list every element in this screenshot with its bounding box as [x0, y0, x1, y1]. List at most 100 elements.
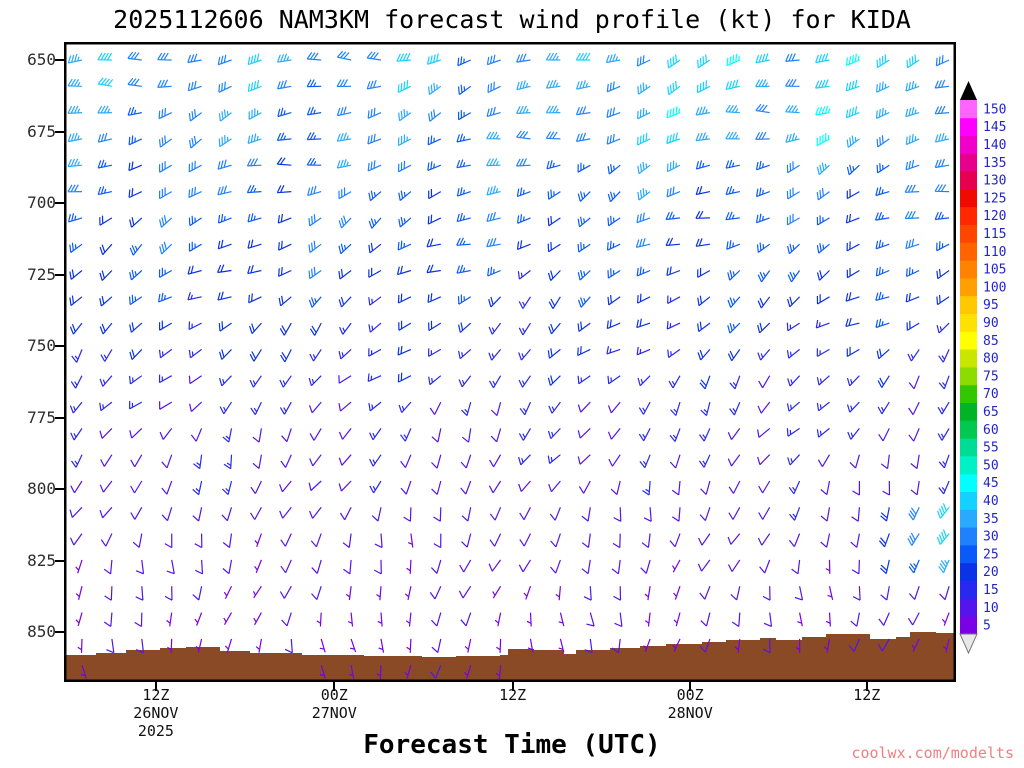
wind-barb [75, 559, 83, 574]
wind-barb [336, 106, 352, 117]
wind-barb [157, 52, 172, 61]
wind-barb [846, 241, 860, 252]
x-tick-year: 2025 [137, 722, 174, 740]
watermark-link[interactable]: coolwx.com/modelts [851, 744, 1014, 762]
wind-barb [460, 612, 472, 627]
colorbar-segment [960, 580, 977, 599]
wind-barb [882, 480, 891, 496]
wind-barb [729, 375, 741, 390]
wind-barb [279, 375, 292, 388]
wind-barb [194, 612, 203, 626]
wind-barb [279, 401, 292, 415]
wind-barb [486, 237, 501, 248]
wind-barb [584, 638, 593, 654]
x-tick-mark [865, 682, 868, 691]
wind-barb [545, 131, 561, 140]
colorbar-segment [960, 278, 977, 297]
wind-barb-field [64, 42, 956, 682]
wind-barb [367, 133, 382, 145]
colorbar-segment [960, 153, 977, 172]
wind-barb [338, 269, 352, 280]
wind-barb [517, 270, 531, 280]
colorbar-label: 15 [983, 583, 999, 598]
wind-barb [519, 507, 532, 521]
wind-barb [336, 79, 352, 88]
wind-barb [666, 160, 681, 173]
colorbar-segment [960, 473, 977, 492]
wind-barb [846, 188, 860, 200]
wind-barb [785, 104, 800, 114]
wind-barb [99, 375, 113, 387]
wind-barb [941, 612, 950, 626]
y-tick-mark [55, 559, 64, 562]
wind-barb [338, 375, 352, 384]
wind-barb [695, 186, 711, 196]
wind-barb [936, 322, 950, 334]
wind-barb [456, 237, 471, 246]
wind-barb [431, 638, 442, 653]
wind-barb [876, 348, 890, 360]
wind-barb [406, 559, 412, 574]
wind-barb [158, 107, 172, 120]
wind-barb [280, 349, 292, 363]
wind-barb [397, 160, 412, 173]
wind-barb [276, 132, 292, 141]
wind-barb [99, 243, 113, 256]
wind-barb [845, 317, 860, 327]
wind-barb [67, 158, 83, 168]
wind-barb [815, 319, 830, 329]
wind-barb [908, 401, 920, 415]
wind-barb [249, 507, 262, 520]
wind-barb [428, 320, 442, 332]
wind-barb [876, 163, 890, 174]
wind-barb [164, 586, 173, 601]
wind-barb [823, 638, 831, 653]
wind-barb [545, 105, 561, 114]
wind-barb [427, 214, 442, 225]
wind-barb [549, 507, 561, 521]
colorbar-label: 75 [983, 369, 999, 384]
y-tick-mark [55, 273, 64, 276]
wind-barb [876, 81, 890, 93]
colorbar-segment [960, 100, 977, 119]
wind-barb [249, 322, 262, 334]
wind-barb [577, 216, 591, 228]
y-tick-label: 825 [27, 550, 56, 570]
wind-barb [756, 242, 771, 253]
wind-barb [277, 213, 292, 224]
wind-barb [336, 132, 352, 142]
wind-barb [820, 480, 831, 496]
wind-barb [70, 428, 83, 441]
wind-barb [306, 132, 322, 141]
wind-barb [581, 559, 591, 575]
wind-barb [607, 268, 621, 279]
wind-barb [75, 586, 83, 600]
wind-barb [188, 109, 202, 122]
wind-barb [249, 349, 262, 362]
wind-barb [338, 348, 352, 360]
wind-barb [130, 454, 143, 468]
wind-barb [636, 266, 651, 277]
wind-barb [338, 243, 352, 255]
wind-barb [726, 53, 741, 67]
colorbar-segment [960, 616, 977, 635]
wind-barb [607, 401, 621, 414]
wind-barb [488, 375, 502, 389]
wind-barb [397, 80, 412, 93]
wind-barb [786, 348, 800, 359]
wind-barb [665, 211, 681, 221]
wind-barb [586, 612, 595, 627]
wind-barb [129, 243, 143, 256]
wind-barb [606, 81, 621, 93]
wind-barb [279, 322, 292, 336]
wind-barb [577, 191, 591, 202]
wind-barb [338, 454, 352, 466]
colorbar-label: 90 [983, 316, 999, 331]
wind-barb [319, 665, 326, 679]
wind-barb [938, 454, 950, 469]
wind-barb [166, 612, 173, 627]
wind-barb [791, 559, 801, 575]
wind-barb [939, 586, 950, 601]
wind-barb [281, 428, 292, 443]
